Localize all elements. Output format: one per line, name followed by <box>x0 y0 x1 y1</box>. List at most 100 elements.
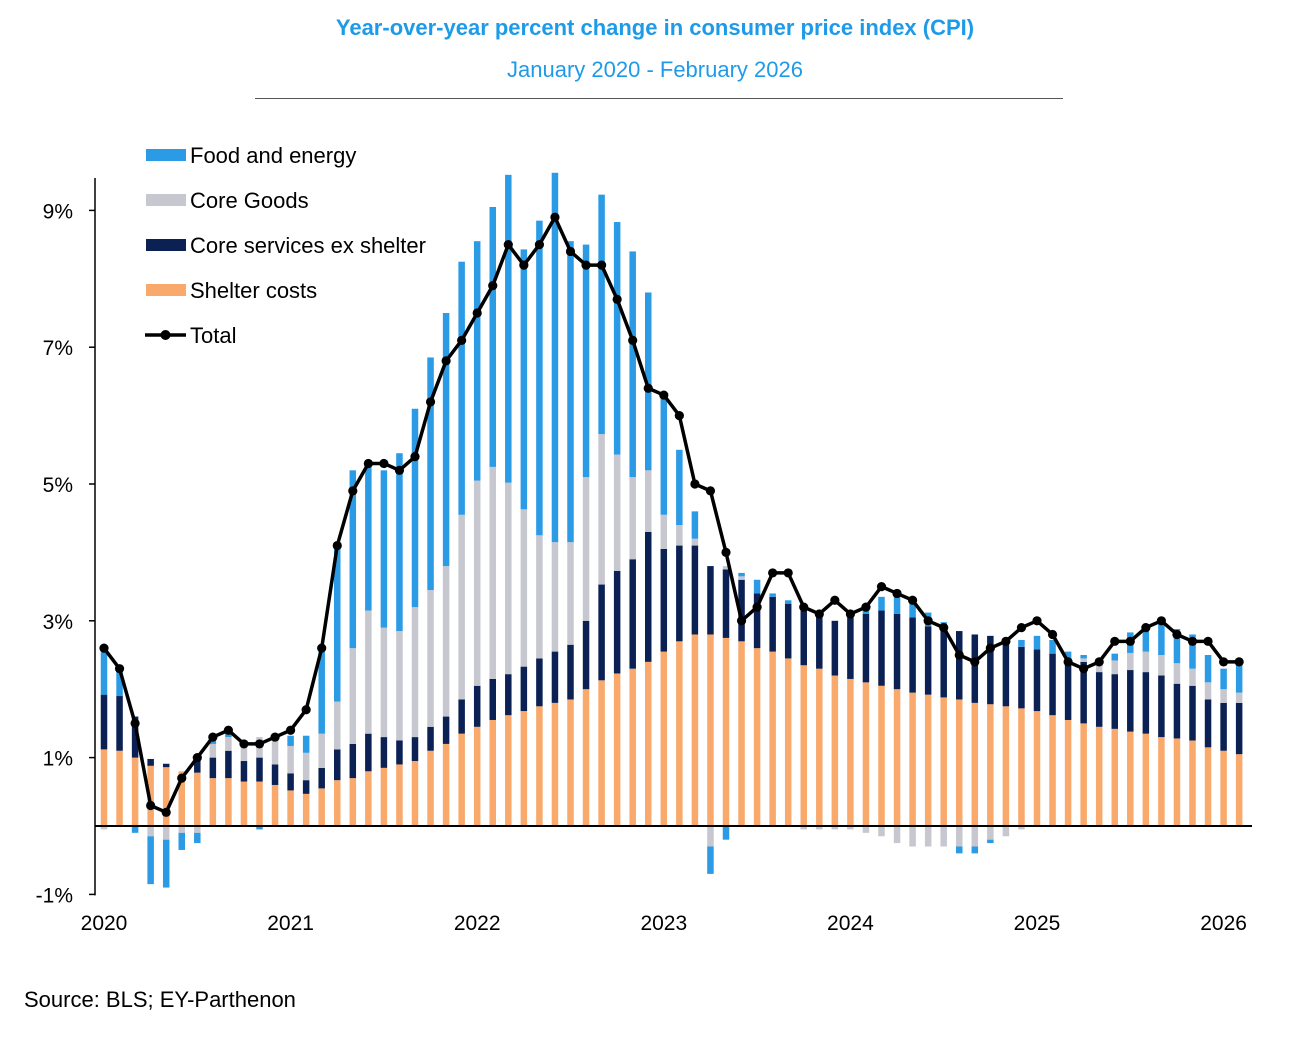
total-point <box>1172 629 1182 640</box>
bar-shelter <box>287 790 294 826</box>
bar-core-goods <box>411 607 419 738</box>
bar-shelter <box>256 781 263 826</box>
bar-core-services <box>722 569 730 638</box>
bar-core-goods <box>956 826 963 847</box>
bar-shelter <box>987 704 994 826</box>
total-point <box>239 739 249 749</box>
bar-food-energy <box>116 669 123 697</box>
bar-core-services <box>505 674 512 716</box>
bar-food-energy <box>536 220 543 536</box>
bar-food-energy <box>956 846 963 854</box>
x-tick-label: 2025 <box>1014 912 1061 935</box>
bar-core-services <box>753 593 761 649</box>
bar-core-goods <box>427 590 434 727</box>
bar-core-goods <box>660 514 668 549</box>
bar-core-goods <box>1111 660 1118 675</box>
bar-food-energy <box>302 735 310 753</box>
total-point <box>223 725 233 735</box>
bar-food-energy <box>769 593 776 597</box>
bar-food-energy <box>645 292 652 471</box>
total-point <box>1110 636 1120 646</box>
legend-label: Total <box>190 323 236 348</box>
total-point <box>830 595 840 605</box>
bar-core-services <box>271 764 279 785</box>
bar-core-services <box>365 733 372 772</box>
stacked-bars <box>100 172 1243 888</box>
bar-core-goods <box>800 826 807 830</box>
bar-food-energy <box>256 826 263 830</box>
bar-core-goods <box>1220 689 1227 703</box>
total-point <box>861 602 871 612</box>
bar-core-goods <box>567 542 574 645</box>
total-point <box>783 568 793 578</box>
bar-core-services <box>411 737 419 762</box>
bar-core-goods <box>831 826 839 830</box>
bar-core-services <box>784 603 792 659</box>
bar-core-services <box>1064 658 1072 720</box>
total-point <box>425 397 436 407</box>
bar-core-services <box>442 716 450 744</box>
bar-core-goods <box>722 566 730 570</box>
total-point <box>1187 636 1198 646</box>
bar-core-services <box>847 617 854 679</box>
x-tick-label: 2024 <box>827 912 874 935</box>
bar-food-energy <box>100 648 108 695</box>
bar-food-energy <box>365 466 372 611</box>
bar-shelter <box>318 788 325 826</box>
total-point <box>534 240 545 250</box>
bar-core-services <box>893 613 901 690</box>
bar-core-services <box>831 620 839 676</box>
bar-core-goods <box>240 740 248 762</box>
bar-shelter <box>178 771 185 826</box>
bar-core-goods <box>1158 655 1165 676</box>
bar-shelter <box>878 685 885 826</box>
bar-core-services <box>629 559 636 669</box>
bar-shelter <box>956 699 963 826</box>
bar-core-goods <box>162 826 170 840</box>
total-point <box>146 800 156 811</box>
bar-shelter <box>940 697 947 826</box>
bar-food-energy <box>131 826 139 833</box>
axes <box>94 178 1252 896</box>
bar-core-goods <box>100 826 108 830</box>
total-point <box>1156 616 1166 626</box>
bar-food-energy <box>520 249 528 510</box>
bar-core-services <box>924 626 932 695</box>
bar-shelter <box>1204 747 1212 826</box>
bar-core-services <box>396 740 403 765</box>
bar-core-goods <box>194 826 201 833</box>
bar-shelter <box>1173 738 1181 826</box>
total-point <box>876 582 887 592</box>
bar-food-energy <box>1220 668 1227 690</box>
total-point <box>394 465 405 475</box>
x-tick-label: 2021 <box>267 912 314 935</box>
bar-core-goods <box>225 737 232 751</box>
legend-marker-total <box>160 330 171 340</box>
bar-shelter <box>505 715 512 826</box>
bar-core-goods <box>1204 682 1212 700</box>
bar-core-goods <box>940 826 947 847</box>
bar-core-services <box>862 613 870 683</box>
y-tick-label: 9% <box>43 200 73 223</box>
total-point <box>752 602 762 612</box>
total-point <box>1203 636 1213 646</box>
bar-core-goods <box>271 740 279 765</box>
bar-food-energy <box>987 839 994 844</box>
bar-core-services <box>256 757 263 782</box>
bar-core-goods <box>738 576 745 580</box>
bar-core-goods <box>987 826 994 840</box>
bar-core-goods <box>971 826 979 847</box>
bar-food-energy <box>1033 635 1041 650</box>
total-point <box>254 739 265 749</box>
bar-core-services <box>691 545 699 635</box>
bar-food-energy <box>411 408 419 608</box>
bar-shelter <box>1080 723 1087 826</box>
total-point <box>99 643 109 653</box>
bar-shelter <box>567 699 574 826</box>
total-point <box>1001 636 1011 646</box>
bar-shelter <box>862 682 870 826</box>
bar-core-goods <box>302 752 310 781</box>
bar-food-energy <box>691 511 699 539</box>
bar-core-services <box>971 634 979 703</box>
bar-core-services <box>458 699 465 734</box>
